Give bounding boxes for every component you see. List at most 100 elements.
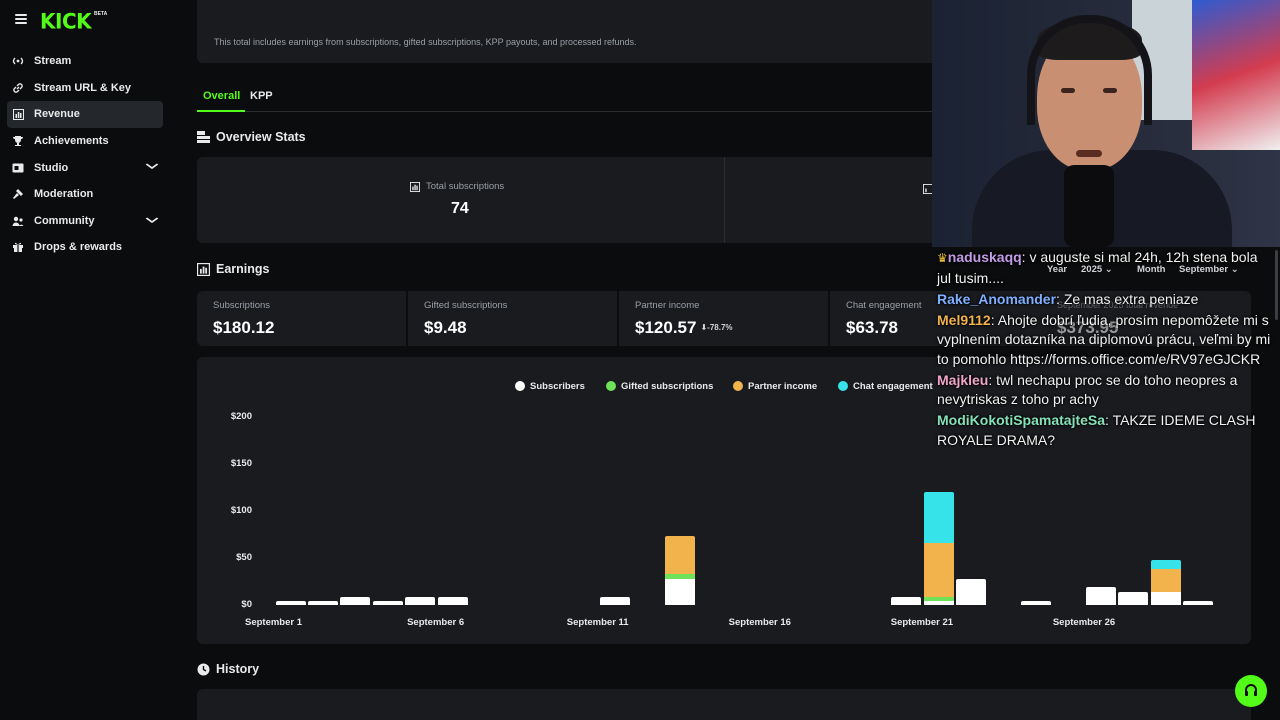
bar-subscribers-day-1[interactable] [275, 601, 306, 605]
overview-icon [197, 131, 210, 144]
hammer-icon [12, 188, 24, 200]
tab-kpp[interactable]: KPP [250, 90, 273, 102]
bar-subscribers-day-13[interactable] [664, 578, 695, 605]
chevron-down-icon[interactable] [145, 161, 159, 172]
sidebar-item-community[interactable]: Community [7, 208, 163, 235]
support-button[interactable] [1235, 675, 1267, 707]
sidebar-item-moderation[interactable]: Moderation [7, 181, 163, 208]
bar-partner-income-day-21[interactable] [923, 542, 954, 597]
legend-subscribers[interactable]: Subscribers [515, 380, 585, 392]
bar-subscribers-day-26[interactable] [1086, 587, 1116, 605]
menu-icon[interactable] [15, 14, 27, 24]
beta-badge: BETA [94, 11, 108, 17]
broadcast-icon [12, 55, 24, 67]
bar-subscribers-day-21[interactable] [923, 601, 954, 605]
bar-chat-engagement-day-21[interactable] [923, 492, 954, 543]
link-icon [12, 82, 24, 94]
total-note: This total includes earnings from subscr… [214, 37, 637, 47]
y-tick: $100 [230, 505, 252, 516]
earnings-heading: Earnings [197, 262, 270, 276]
sidebar-item-label: Community [34, 214, 95, 227]
year-filter[interactable]: Year [1047, 264, 1068, 275]
bar-subscribers-day-6[interactable] [437, 596, 468, 605]
legend-partner[interactable]: Partner income [733, 380, 817, 392]
legend-dot [838, 381, 848, 391]
x-tick: September 1 [244, 617, 303, 628]
bar-subscribers-day-24[interactable] [1021, 601, 1052, 605]
chat-overlay: ♛naduskaqq: v auguste si mal 24h, 12h st… [937, 248, 1273, 452]
kick-logo[interactable]: KICK [40, 8, 92, 34]
legend-gifted[interactable]: Gifted subscriptions [606, 380, 713, 392]
legend-dot [515, 381, 525, 391]
sidebar-item-drops-rewards[interactable]: Drops & rewards [7, 234, 163, 261]
x-tick: September 21 [890, 617, 954, 628]
earnings-card-value: $180.12 [213, 318, 275, 337]
sidebar-item-achievements[interactable]: Achievements [7, 128, 163, 155]
chat-text: twl nechapu proc se do toho neopres a ne… [937, 371, 1238, 408]
legend-chat[interactable]: Chat engagement [838, 380, 933, 392]
earnings-cards: Subscriptions $180.12 Gifted subscriptio… [197, 291, 1251, 346]
earnings-title: Earnings [216, 262, 270, 276]
earnings-card-label: Chat engagement [846, 300, 922, 311]
earnings-card-label: Gifted subscriptions [424, 300, 508, 311]
x-tick: September 11 [566, 617, 629, 628]
bar-subscribers-day-5[interactable] [405, 596, 436, 605]
bar-subscribers-day-3[interactable] [340, 596, 371, 605]
history-heading: History [197, 662, 259, 676]
crown-badge-icon: ♛ [937, 251, 948, 265]
stats-divider [724, 157, 725, 243]
bar-subscribers-day-22[interactable] [956, 578, 987, 605]
people-icon [12, 215, 24, 227]
earnings-card-label: Partner income [635, 300, 700, 311]
earnings-card-value: $9.48 [424, 318, 467, 337]
x-tick: September 16 [728, 617, 791, 628]
bar-gifted-subscriptions-day-21[interactable] [923, 596, 954, 602]
bar-subscribers-day-20[interactable] [891, 596, 922, 605]
chat-username[interactable]: Rake_Anomander [937, 290, 1057, 307]
bar-subscribers-day-11[interactable] [599, 596, 630, 605]
clock-icon [197, 663, 210, 676]
chat-username[interactable]: ModiKokotiSpamatajteSa [937, 412, 1106, 428]
history-card [197, 689, 1251, 720]
total-subscriptions-value: 74 [451, 200, 469, 217]
sidebar-item-stream-url-key[interactable]: Stream URL & Key [7, 75, 163, 102]
chat-message: Majkleu: twl nechapu proc se do toho neo… [937, 371, 1238, 408]
sidebar-item-studio[interactable]: Studio [7, 154, 163, 181]
chat-username[interactable]: Majkleu [937, 371, 989, 388]
sidebar-nav: Stream Stream URL & Key Revenue Achievem… [7, 48, 163, 261]
sidebar: KICK BETA Stream Stream URL & Key Revenu… [0, 0, 172, 720]
scrollbar[interactable] [1275, 250, 1278, 320]
bar-partner-income-day-28[interactable] [1150, 569, 1181, 592]
gift-icon [12, 241, 24, 253]
bar-subscribers-day-29[interactable] [1183, 601, 1214, 605]
sidebar-item-label: Stream URL & Key [34, 81, 131, 94]
tab-overall[interactable]: Overall [203, 90, 241, 102]
chat-message: ♛naduskaqq: v auguste si mal 24h, 12h st… [937, 249, 1258, 286]
earnings-card-chat: Chat engagement $63.78 [830, 291, 1251, 346]
month-select[interactable]: September ⌄ [1179, 264, 1239, 275]
bar-partner-income-day-13[interactable] [664, 536, 695, 574]
bar-gifted-subscriptions-day-13[interactable] [664, 573, 695, 579]
sidebar-item-label: Studio [34, 161, 69, 174]
bar-subscribers-day-4[interactable] [372, 601, 403, 605]
studio-icon [12, 162, 24, 174]
chevron-down-icon[interactable] [145, 215, 159, 226]
x-tick: September 26 [1052, 617, 1116, 628]
sidebar-item-label: Moderation [34, 188, 94, 201]
headset-icon [1245, 684, 1257, 696]
legend-dot [606, 381, 616, 391]
partner-delta: ⬇-78.7% [700, 323, 733, 332]
bar-subscribers-day-2[interactable] [307, 601, 338, 605]
chat-message: Mel9112: Ahojte dobrí ľudia, prosím nepo… [937, 311, 1271, 367]
chat-username[interactable]: naduskaqq [947, 249, 1022, 265]
earnings-card-label: Subscriptions [213, 300, 271, 311]
bar-subscribers-day-27[interactable] [1118, 591, 1149, 605]
y-tick: $0 [241, 599, 252, 610]
sidebar-item-revenue[interactable]: Revenue [7, 101, 163, 128]
sidebar-item-stream[interactable]: Stream [7, 48, 163, 75]
chat-username[interactable]: Mel9112 [937, 311, 991, 328]
bar-subscribers-day-28[interactable] [1150, 591, 1181, 605]
bar-chat-engagement-day-28[interactable] [1150, 559, 1181, 570]
year-select[interactable]: 2025 ⌄ [1081, 264, 1113, 275]
month-filter[interactable]: Month [1137, 264, 1166, 275]
